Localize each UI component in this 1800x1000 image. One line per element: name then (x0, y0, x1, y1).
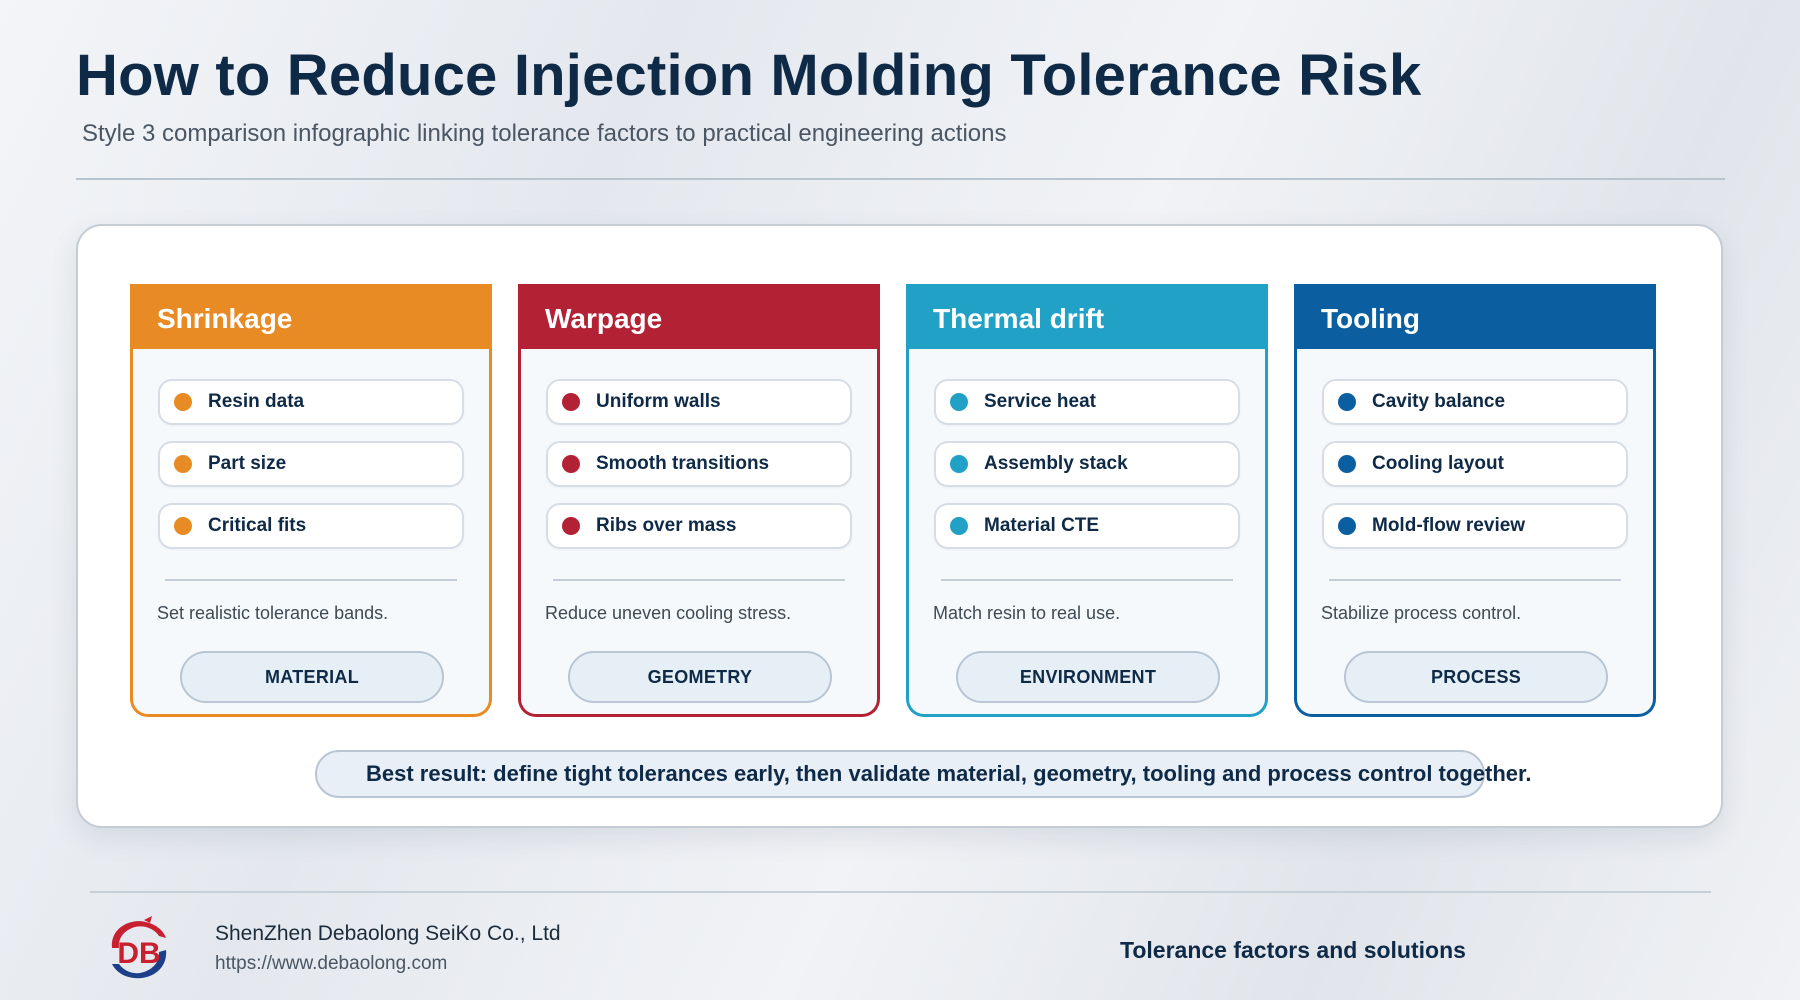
bullet-dot-icon (1338, 517, 1356, 535)
list-item-label: Ribs over mass (596, 515, 737, 536)
list-item-label: Uniform walls (596, 391, 721, 412)
list-item: Mold-flow review (1322, 503, 1628, 549)
bullet-dot-icon (174, 455, 192, 473)
card-divider (1329, 579, 1621, 581)
card-item-list: Cavity balance Cooling layout Mold-flow … (1297, 349, 1653, 549)
category-tag: PROCESS (1344, 651, 1608, 703)
list-item: Cooling layout (1322, 441, 1628, 487)
list-item: Resin data (158, 379, 464, 425)
card-warpage: Warpage Uniform walls Smooth transitions… (518, 284, 880, 717)
card-item-list: Resin data Part size Critical fits (133, 349, 489, 549)
list-item: Cavity balance (1322, 379, 1628, 425)
bullet-dot-icon (562, 455, 580, 473)
category-tag: ENVIRONMENT (956, 651, 1220, 703)
list-item-label: Critical fits (208, 515, 307, 536)
bullet-dot-icon (562, 517, 580, 535)
bullet-dot-icon (950, 455, 968, 473)
card-title: Thermal drift (933, 303, 1105, 334)
list-item: Material CTE (934, 503, 1240, 549)
list-item-label: Material CTE (984, 515, 1100, 536)
bullet-dot-icon (950, 517, 968, 535)
list-item-label: Service heat (984, 391, 1096, 412)
list-item-label: Resin data (208, 391, 305, 412)
list-item: Uniform walls (546, 379, 852, 425)
card-divider (941, 579, 1233, 581)
list-item-label: Mold-flow review (1372, 515, 1526, 536)
card-title: Shrinkage (157, 303, 293, 334)
list-item-label: Assembly stack (984, 453, 1128, 474)
logo-lettering: DB (117, 937, 160, 970)
card-divider (553, 579, 845, 581)
list-item: Smooth transitions (546, 441, 852, 487)
card-shrinkage: Shrinkage Resin data Part size Critical … (130, 284, 492, 717)
card-description: Reduce uneven cooling stress. (545, 603, 792, 623)
card-description: Stabilize process control. (1321, 603, 1522, 623)
bullet-dot-icon (174, 517, 192, 535)
company-name: ShenZhen Debaolong SeiKo Co., Ltd (215, 922, 561, 945)
list-item: Part size (158, 441, 464, 487)
card-thermal-drift: Thermal drift Service heat Assembly stac… (906, 284, 1268, 717)
card-description: Match resin to real use. (933, 603, 1121, 623)
card-tooling: Tooling Cavity balance Cooling layout Mo… (1294, 284, 1656, 717)
card-header: Thermal drift (909, 284, 1265, 349)
card-description: Set realistic tolerance bands. (157, 603, 389, 623)
card-title: Warpage (545, 303, 663, 334)
footer-tagline: Tolerance factors and solutions (1120, 937, 1466, 963)
card-title: Tooling (1321, 303, 1420, 334)
company-url[interactable]: https://www.debaolong.com (215, 953, 448, 974)
list-item: Service heat (934, 379, 1240, 425)
header-divider (76, 178, 1725, 180)
card-header: Warpage (521, 284, 877, 349)
list-item: Critical fits (158, 503, 464, 549)
list-item-label: Cooling layout (1372, 453, 1504, 474)
card-item-list: Uniform walls Smooth transitions Ribs ov… (521, 349, 877, 549)
category-tag: GEOMETRY (568, 651, 832, 703)
summary-text: Best result: define tight tolerances ear… (366, 761, 1532, 786)
bullet-dot-icon (1338, 393, 1356, 411)
page-subtitle: Style 3 comparison infographic linking t… (82, 120, 1007, 147)
category-tag: MATERIAL (180, 651, 444, 703)
footer-divider (90, 891, 1711, 893)
bullet-dot-icon (174, 393, 192, 411)
list-item-label: Smooth transitions (596, 453, 770, 474)
list-item: Ribs over mass (546, 503, 852, 549)
card-header: Tooling (1297, 284, 1653, 349)
page-title: How to Reduce Injection Molding Toleranc… (76, 43, 1422, 108)
summary-banner: Best result: define tight tolerances ear… (315, 750, 1531, 798)
card-header: Shrinkage (133, 284, 489, 349)
list-item-label: Part size (208, 453, 287, 474)
card-divider (165, 579, 457, 581)
card-item-list: Service heat Assembly stack Material CTE (909, 349, 1265, 549)
list-item: Assembly stack (934, 441, 1240, 487)
list-item-label: Cavity balance (1372, 391, 1506, 412)
bullet-dot-icon (562, 393, 580, 411)
company-logo: DB (111, 916, 167, 979)
bullet-dot-icon (1338, 455, 1356, 473)
bullet-dot-icon (950, 393, 968, 411)
